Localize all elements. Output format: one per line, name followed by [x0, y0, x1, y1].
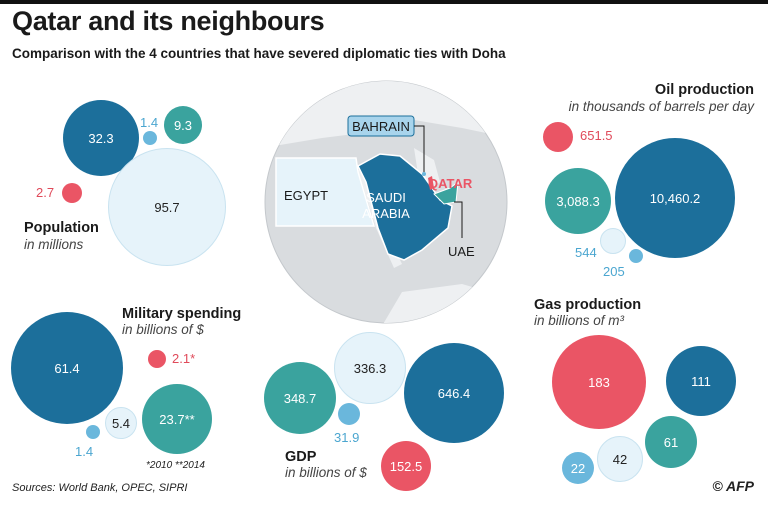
gas-unit: in billions of m³	[534, 313, 625, 328]
gas-egypt-bubble: 42	[597, 436, 643, 482]
gas-uae-bubble: 61	[645, 416, 697, 468]
saudi-arabia-shape	[357, 153, 453, 261]
oil-saudi-bubble: 10,460.2	[615, 138, 735, 258]
population-qatar-value: 2.7	[36, 185, 55, 200]
population-unit: in millions	[24, 237, 84, 252]
qatar-shape	[428, 176, 434, 190]
oil-uae-bubble: 3,088.3	[545, 168, 611, 234]
population-uae-bubble: 9.3	[164, 106, 202, 144]
gas-bahrain-bubble: 22	[562, 452, 594, 484]
oil-unit: in thousands of barrels per day	[568, 99, 754, 114]
population-bahrain-value: 1.4	[140, 115, 159, 130]
oil-qatar-value: 651.5	[580, 128, 613, 143]
military-qatar-value: 2.1*	[172, 351, 196, 366]
map-label-saudi-line1: SAUDI	[366, 190, 406, 205]
military-bahrain-bubble	[86, 425, 100, 439]
military-uae-bubble: 23.7**	[142, 384, 212, 454]
map-label-uae: UAE	[448, 244, 475, 259]
military-title: Military spending	[122, 306, 242, 322]
sources-note: Sources: World Bank, OPEC, SIPRI	[12, 482, 188, 494]
population-qatar-bubble	[62, 183, 82, 203]
military-bahrain-value: 1.4	[75, 444, 94, 459]
persian-gulf	[414, 148, 440, 190]
military-egypt-bubble: 5.4	[105, 407, 137, 439]
oil-egypt-bubble	[600, 228, 626, 254]
infographic-subtitle: Comparison with the 4 countries that hav…	[12, 46, 506, 61]
bahrain-shape	[422, 172, 426, 176]
oil-bahrain-value: 205	[603, 264, 625, 279]
population-saudi-bubble: 32.3	[63, 100, 139, 176]
oil-qatar-bubble	[543, 122, 573, 152]
gdp-title: GDP	[285, 449, 317, 465]
egypt-shape	[275, 157, 376, 227]
military-footnote: *2010 **2014	[146, 460, 205, 471]
uae-shape	[433, 180, 459, 205]
population-title: Population	[24, 220, 99, 236]
population-bahrain-bubble	[143, 131, 157, 145]
map-label-saudi-line2: ARABIA	[362, 206, 410, 221]
gdp-unit: in billions of $	[285, 465, 367, 480]
gas-saudi-bubble: 111	[666, 346, 736, 416]
population-egypt-bubble: 95.7	[108, 148, 226, 266]
uae-leader-line	[454, 201, 463, 238]
gdp-qatar-bubble: 152.5	[381, 441, 431, 491]
top-rule	[0, 0, 768, 4]
gdp-egypt-bubble: 336.3	[334, 332, 406, 404]
gdp-bahrain-bubble	[338, 403, 360, 425]
gdp-saudi-bubble: 646.4	[404, 343, 504, 443]
region-map: BAHRAIN QATAR EGYPT SAUDI ARABIA UAE	[264, 80, 508, 324]
afp-credit: © AFP	[712, 478, 754, 494]
military-qatar-bubble	[148, 350, 166, 368]
gas-title: Gas production	[534, 297, 642, 313]
oil-egypt-value: 544	[575, 245, 597, 260]
map-label-egypt: EGYPT	[284, 188, 328, 203]
map-label-bahrain: BAHRAIN	[352, 119, 410, 134]
gdp-uae-bubble: 348.7	[264, 362, 336, 434]
gas-qatar-bubble: 183	[552, 335, 646, 429]
map-label-qatar: QATAR	[428, 176, 473, 191]
infographic-title: Qatar and its neighbours	[12, 6, 325, 36]
military-saudi-bubble: 61.4	[11, 312, 123, 424]
military-unit: in billions of $	[122, 322, 204, 337]
gdp-bahrain-value: 31.9	[334, 430, 360, 445]
bahrain-leader-line	[414, 125, 425, 172]
oil-bahrain-bubble	[629, 249, 643, 263]
oil-title: Oil production	[654, 82, 754, 98]
